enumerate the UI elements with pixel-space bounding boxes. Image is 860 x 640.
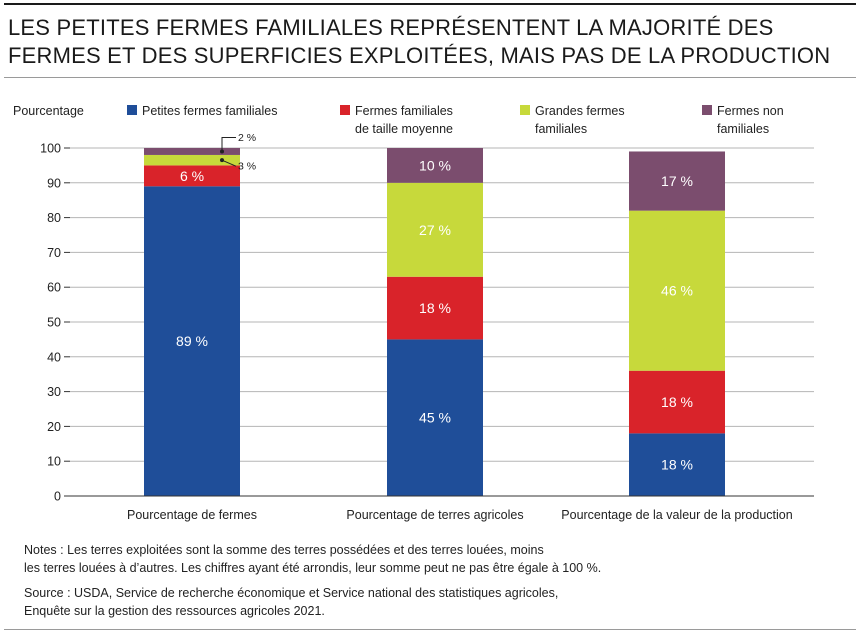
data-label: 18 % xyxy=(419,300,451,316)
top-rule xyxy=(4,3,856,5)
legend-label: familiales xyxy=(717,122,769,136)
chart-title: LES PETITES FERMES FAMILIALES REPRÉSENTE… xyxy=(8,14,848,70)
data-label: 18 % xyxy=(661,457,693,473)
bar-segment xyxy=(387,148,483,183)
bar-segment xyxy=(144,154,240,166)
bar-segment xyxy=(629,151,725,211)
y-tick-label: 80 xyxy=(47,211,61,225)
data-label: 27 % xyxy=(419,222,451,238)
bar-segment xyxy=(144,165,240,187)
source-line-1: Source : USDA, Service de recherche écon… xyxy=(24,586,559,600)
data-label: 18 % xyxy=(661,394,693,410)
bar-segment xyxy=(387,182,483,277)
y-tick-label: 50 xyxy=(47,316,61,330)
bar-segment xyxy=(629,370,725,434)
data-label: 46 % xyxy=(661,283,693,299)
bar-segment xyxy=(387,339,483,496)
y-tick-label: 30 xyxy=(47,385,61,399)
legend-label: Petites fermes familiales xyxy=(142,104,277,118)
y-tick-label: 90 xyxy=(47,176,61,190)
y-tick-label: 0 xyxy=(54,490,61,504)
bar-segment xyxy=(387,276,483,340)
bar-segment xyxy=(144,186,240,496)
callout-dot xyxy=(220,158,224,163)
data-label: 89 % xyxy=(176,333,208,349)
notes-line-2: les terres louées à d’autres. Les chiffr… xyxy=(24,561,602,575)
title-line-1: LES PETITES FERMES FAMILIALES REPRÉSENTE… xyxy=(8,15,774,40)
legend-swatch xyxy=(520,105,530,115)
y-tick-label: 40 xyxy=(47,350,61,364)
stacked-bar-chart: Pourcentage 0 10 20 30 40 50 60 70 80 90 100 89 % 6 %… xyxy=(13,104,814,522)
data-label-callout: 3 % xyxy=(238,161,256,173)
data-label-callout: 2 % xyxy=(238,132,256,144)
title-rule xyxy=(4,77,856,78)
data-label: 6 % xyxy=(180,168,204,184)
y-tick-label: 20 xyxy=(47,420,61,434)
legend-label: familiales xyxy=(535,122,587,136)
notes-line-1: Notes : Les terres exploitées sont la so… xyxy=(24,543,544,557)
data-label: 17 % xyxy=(661,173,693,189)
data-label: 45 % xyxy=(419,410,451,426)
source-line-2: Enquête sur la gestion des ressources ag… xyxy=(24,604,325,618)
legend-label: Fermes familiales xyxy=(355,104,453,118)
notes: Notes : Les terres exploitées sont la so… xyxy=(24,541,824,577)
category-label: Pourcentage de la valeur de la productio… xyxy=(561,508,792,522)
y-tick-label: 10 xyxy=(47,455,61,469)
y-tick-label: 60 xyxy=(47,281,61,295)
legend-label: Fermes non xyxy=(717,104,784,118)
category-label: Pourcentage de fermes xyxy=(127,508,257,522)
y-tick-label: 70 xyxy=(47,246,61,260)
title-line-2: FERMES ET DES SUPERFICIES EXPLOITÉES, MA… xyxy=(8,43,831,68)
category-label: Pourcentage de terres agricoles xyxy=(346,508,523,522)
bar-segment xyxy=(629,210,725,371)
legend-label: Grandes fermes xyxy=(535,104,625,118)
source: Source : USDA, Service de recherche écon… xyxy=(24,584,824,620)
callout-line xyxy=(221,159,237,167)
bar-segment xyxy=(629,433,725,496)
bar-segment xyxy=(144,148,240,155)
legend-swatch xyxy=(127,105,137,115)
legend-swatch xyxy=(340,105,350,115)
legend-label: de taille moyenne xyxy=(355,122,453,136)
y-tick-label: 100 xyxy=(40,142,61,156)
data-label: 10 % xyxy=(419,157,451,173)
bottom-rule xyxy=(4,629,856,630)
legend-swatch xyxy=(702,105,712,115)
callout-dot xyxy=(220,149,224,154)
y-axis-label: Pourcentage xyxy=(13,104,84,118)
callout-line xyxy=(221,136,236,152)
